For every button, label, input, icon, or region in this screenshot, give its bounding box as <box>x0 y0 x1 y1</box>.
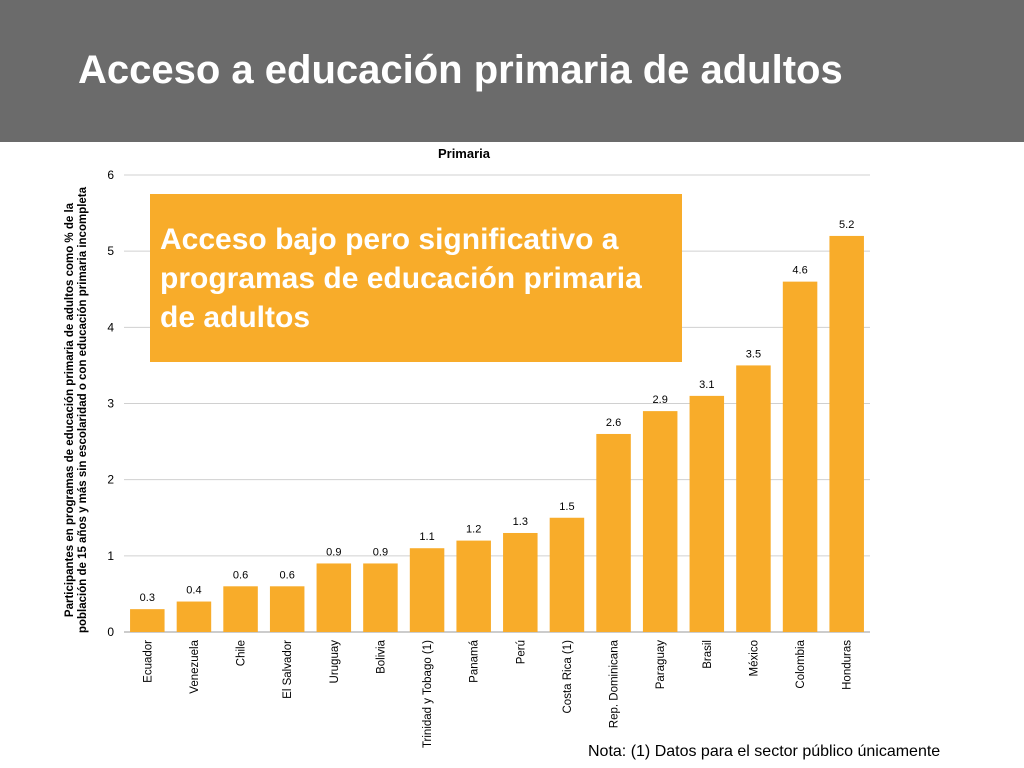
data-label: 0.9 <box>373 546 388 558</box>
chart-title: Primaria <box>438 146 491 161</box>
data-label: 5.2 <box>839 219 854 231</box>
y-tick-label: 0 <box>107 625 114 639</box>
bar <box>269 586 305 632</box>
category-label: Trinidad y Tobago (1) <box>422 640 434 748</box>
category-label: México <box>748 640 760 676</box>
category-label: Bolivia <box>375 639 387 673</box>
data-label: 1.5 <box>559 501 574 513</box>
slide-header: Acceso a educación primaria de adultos <box>0 0 1024 142</box>
data-label: 1.2 <box>466 524 481 536</box>
data-label: 0.3 <box>140 592 155 604</box>
y-tick-label: 1 <box>107 549 114 563</box>
bar <box>782 281 818 632</box>
bar <box>176 601 212 632</box>
footnote: Nota: (1) Datos para el sector público ú… <box>588 743 941 760</box>
category-label: Honduras <box>842 640 854 690</box>
data-label: 3.5 <box>746 348 761 360</box>
bar <box>596 433 631 632</box>
data-label: 0.4 <box>186 585 201 597</box>
y-tick-label: 5 <box>107 244 114 258</box>
bar <box>829 235 864 632</box>
category-label: Panamá <box>469 639 481 682</box>
callout-box: Acceso bajo pero significativo a program… <box>150 194 682 362</box>
category-label: Venezuela <box>189 639 201 693</box>
y-tick-label: 6 <box>107 168 114 182</box>
data-label: 0.6 <box>233 569 248 581</box>
y-tick-label: 2 <box>107 473 114 487</box>
bar <box>642 411 678 632</box>
data-label: 1.1 <box>419 531 434 543</box>
y-axis-label: Participantes en programas de educación … <box>64 186 89 633</box>
bar <box>736 365 771 632</box>
data-label: 3.1 <box>699 379 714 391</box>
data-label: 2.9 <box>653 394 668 406</box>
slide-title: Acceso a educación primaria de adultos <box>78 48 843 92</box>
callout-text: Acceso bajo pero significativo a program… <box>160 223 642 334</box>
category-label: Brasil <box>702 640 714 669</box>
category-label: Costa Rica (1) <box>562 640 574 714</box>
category-label: El Salvador <box>282 640 294 699</box>
y-tick-label: 3 <box>107 397 114 411</box>
category-label: Rep. Dominicana <box>609 639 621 728</box>
bar <box>503 532 538 632</box>
bar <box>130 609 165 632</box>
bar <box>223 586 258 632</box>
category-label: Perú <box>515 640 527 664</box>
data-label: 1.3 <box>513 516 528 528</box>
bar <box>363 563 398 632</box>
bar <box>689 395 725 632</box>
bar <box>409 548 445 632</box>
data-label: 4.6 <box>792 265 807 277</box>
bar <box>549 517 585 632</box>
category-label: Paraguay <box>655 640 667 689</box>
category-label: Colombia <box>795 639 807 688</box>
bar <box>456 540 491 632</box>
category-label: Ecuador <box>142 640 154 683</box>
data-label: 0.9 <box>326 546 341 558</box>
category-label: Uruguay <box>329 640 341 684</box>
data-label: 0.6 <box>280 569 295 581</box>
bar <box>316 563 352 632</box>
category-label: Chile <box>236 640 248 666</box>
data-label: 2.6 <box>606 417 621 429</box>
y-tick-label: 4 <box>107 320 114 334</box>
